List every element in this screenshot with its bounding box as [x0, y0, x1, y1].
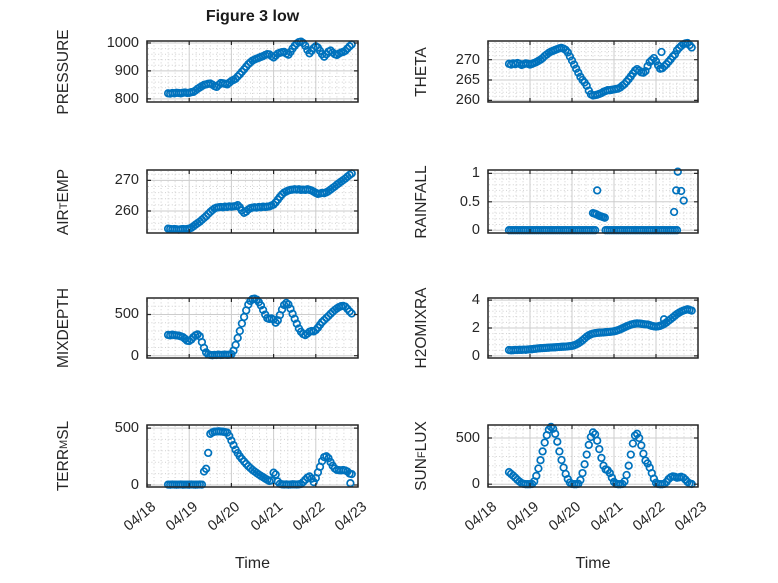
major-grid	[147, 298, 358, 358]
series-terr-msl-markers	[163, 427, 356, 489]
subplot-rainfall	[487, 167, 699, 235]
ytick-sun-flux-500: 500	[455, 429, 480, 446]
ylabel-terr-msl: TERR M SL	[54, 346, 74, 566]
ytick-rainfall-0.5: 0.5	[459, 193, 480, 210]
ytick-air-temp-260: 260	[114, 202, 139, 219]
ytick-terr-msl-500: 500	[114, 420, 139, 437]
axes-box	[146, 169, 359, 234]
ylabel-air-temp-part: T	[58, 202, 70, 209]
ylabel-air-temp-part: EMP	[55, 168, 72, 203]
ytick-h2omixra-0: 0	[471, 347, 480, 364]
axes-box	[487, 424, 699, 488]
ylabel-sun-flux: SUN F LUX	[412, 346, 432, 566]
axes-box	[146, 40, 359, 103]
ylabel-terr-msl-part: M	[58, 439, 70, 449]
ytick-pressure-800: 800	[114, 90, 139, 107]
series-h2omixra-markers	[504, 305, 696, 355]
ytick-sun-flux-0: 0	[471, 476, 480, 493]
major-grid	[488, 41, 698, 102]
ytick-h2omixra-2: 2	[471, 320, 480, 336]
subplot-h2omixra	[487, 297, 699, 359]
ytick-theta-265: 265	[455, 72, 480, 89]
major-grid	[147, 425, 358, 487]
series-air-temp-markers	[163, 169, 356, 234]
ylabel-terr-msl-part: TERR	[55, 448, 72, 492]
ytick-terr-msl-0: 0	[130, 476, 139, 493]
minor-grid	[489, 426, 697, 486]
series-rainfall-markers	[504, 167, 688, 235]
subplot-theta	[487, 38, 699, 103]
ytick-theta-260: 260	[455, 92, 480, 109]
axes-box	[146, 424, 359, 488]
minor-grid	[148, 42, 357, 101]
axes-box	[487, 297, 699, 359]
x-axis-label-right: Time	[575, 555, 611, 572]
ytick-theta-270: 270	[455, 51, 480, 68]
ytick-air-temp-270: 270	[114, 172, 139, 189]
ylabel-terr-msl-part: SL	[55, 420, 72, 440]
ytick-mixdepth-0: 0	[130, 347, 139, 364]
subplot-pressure	[146, 37, 359, 103]
ytick-pressure-1000: 1000	[106, 34, 139, 51]
ytick-pressure-900: 900	[114, 62, 139, 79]
subplot-terr-msl	[146, 424, 359, 489]
major-grid	[488, 425, 698, 487]
major-grid	[488, 170, 698, 233]
ytick-mixdepth-500: 500	[114, 306, 139, 323]
ytick-h2omixra-4: 4	[471, 292, 480, 309]
minor-grid	[148, 299, 357, 357]
ylabel-sun-flux-part: F	[416, 451, 428, 459]
subplot-mixdepth	[146, 294, 359, 360]
subplot-air-temp	[146, 169, 359, 234]
axes-box	[146, 297, 359, 359]
x-axis-label-left: Time	[235, 555, 270, 572]
axes-box	[487, 40, 699, 103]
subplot-sun-flux	[487, 422, 699, 489]
series-mixdepth-markers	[163, 294, 356, 360]
figure-title: Figure 3 low	[205, 8, 300, 25]
tick-marks	[146, 298, 359, 358]
series-pressure-markers	[163, 37, 356, 98]
series-theta-markers	[504, 38, 696, 100]
minor-grid	[489, 299, 697, 357]
minor-grid	[148, 171, 357, 232]
major-grid	[488, 298, 698, 358]
ytick-rainfall-1: 1	[471, 165, 480, 182]
major-grid	[147, 41, 358, 102]
axes-box	[487, 169, 699, 234]
ytick-rainfall-0: 0	[471, 222, 480, 239]
